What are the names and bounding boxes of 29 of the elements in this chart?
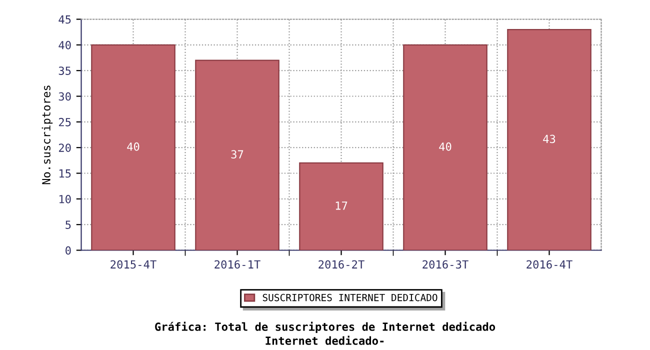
y-tick-label: 45	[58, 15, 71, 24]
bar	[507, 28, 592, 250]
x-tick-label: 2016-4T	[526, 260, 572, 269]
y-tick-label: 30	[58, 92, 71, 101]
text: Internet dedicado-	[266, 336, 384, 345]
bar	[299, 162, 384, 250]
bar	[403, 44, 488, 250]
data-label: 43	[543, 134, 556, 144]
legend-label: SUSCRIPTORES INTERNET DEDICADO	[262, 294, 438, 302]
y-tick-label: 35	[58, 66, 71, 75]
data-label: 40	[127, 142, 140, 151]
y-axis-title: No.suscriptores	[42, 86, 53, 184]
x-tick-label: 2016-1T	[214, 260, 260, 269]
data-label: 37	[231, 150, 244, 159]
y-tick-label: 25	[58, 118, 71, 126]
bar	[195, 60, 280, 250]
y-tick-label: 20	[58, 144, 71, 152]
text: Gráfica: Total de suscriptores de Internet dedicado	[155, 322, 496, 334]
y-tick-label: 15	[59, 169, 71, 178]
x-tick-label: 2016-2T	[318, 260, 364, 269]
y-tick-label: 10	[59, 194, 71, 204]
data-label: 17	[336, 202, 348, 210]
x-tick-label: 2015-4T	[110, 260, 156, 269]
y-tick-label: 40	[58, 40, 71, 50]
y-tick-label: 5	[66, 220, 71, 229]
data-label: 40	[439, 142, 452, 151]
x-tick-label: 2016-3T	[422, 260, 468, 269]
bar	[91, 44, 176, 250]
y-tick-label: 0	[66, 246, 71, 255]
